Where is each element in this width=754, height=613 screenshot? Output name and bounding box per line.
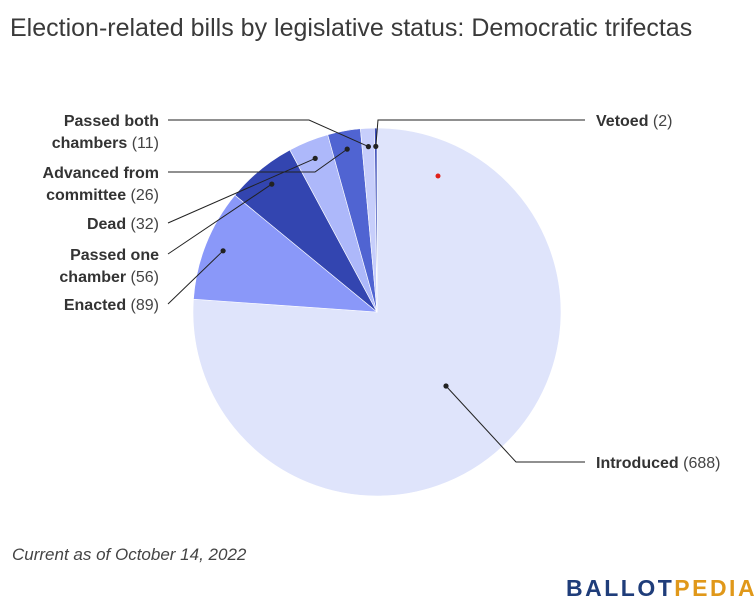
ballotpedia-logo: BALLOTPEDIA <box>566 575 754 602</box>
label-advanced-from-committee-line-2: committee (26) <box>46 187 159 204</box>
leader-line-vetoed <box>375 119 585 147</box>
logo-part-1: BALLOT <box>566 575 675 601</box>
footnote: Current as of October 14, 2022 <box>12 545 247 564</box>
slice-enacted <box>193 194 378 313</box>
leader-line-passed-both-chambers <box>168 119 369 148</box>
label-passed-one-chamber-line-1: Passed one <box>70 247 159 264</box>
label-passed-both-chambers-line-2: chambers (11) <box>52 135 159 152</box>
label-passed-one-chamber-line-2: chamber (56) <box>59 269 159 286</box>
leader-line-enacted <box>167 250 224 305</box>
leader-line-advanced-from-committee <box>168 148 348 173</box>
label-vetoed: Vetoed (2) <box>596 113 672 130</box>
chart-title: Election-related bills by legislative st… <box>10 14 693 42</box>
label-enacted-line-1: Enacted (89) <box>64 297 159 314</box>
leader-line-passed-one-chamber <box>167 183 273 255</box>
label-passed-both-chambers-line-1: Passed both <box>64 113 159 130</box>
leader-line-introduced <box>445 385 585 463</box>
marker-dot <box>435 173 441 179</box>
slice-introduced <box>192 127 562 497</box>
logo-part-2: PEDIA <box>674 575 754 601</box>
label-introduced: Introduced (688) <box>596 455 720 472</box>
leader-line-dead <box>167 157 316 224</box>
label-advanced-from-committee-line-1: Advanced from <box>43 165 159 182</box>
label-dead-line-1: Dead (32) <box>87 216 159 233</box>
